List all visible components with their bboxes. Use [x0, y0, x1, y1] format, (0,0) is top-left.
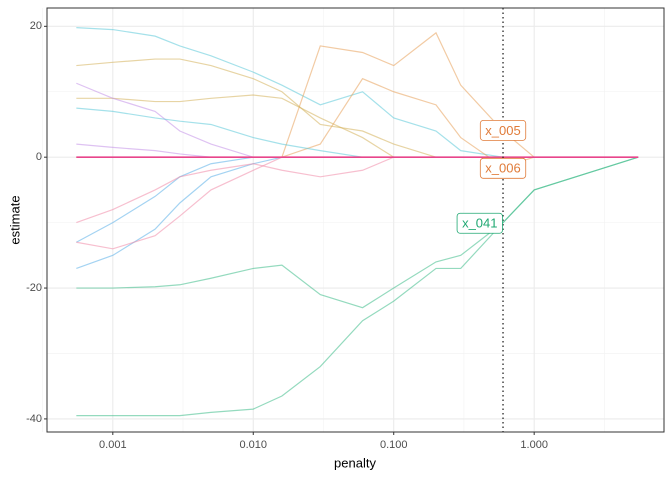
series-line: [76, 27, 639, 158]
annotation: x_006: [479, 157, 527, 179]
annotation: x_005: [479, 119, 527, 141]
annotation-label: x_006: [485, 161, 520, 176]
annotation: x_041: [456, 212, 503, 234]
x-tick-label: 0.001: [99, 439, 127, 451]
series-line: [76, 82, 639, 158]
series-line: [76, 156, 639, 243]
series-line: [76, 156, 639, 224]
series-line: [76, 94, 639, 158]
panel-border: [46, 7, 665, 433]
y-axis-title: estimate: [7, 195, 22, 244]
annotation-box: [479, 157, 527, 179]
series-line: [76, 156, 639, 417]
series-line: [76, 156, 639, 309]
annotation-box: [479, 119, 527, 141]
x-axis-title: penalty: [334, 455, 376, 470]
series-line: [76, 143, 639, 158]
x-tick-label: 0.010: [239, 439, 267, 451]
x-tick-label: 0.100: [380, 439, 408, 451]
x-tick-label: 1.000: [520, 439, 548, 451]
y-tick-label: -40: [26, 413, 42, 425]
annotation-label: x_005: [485, 123, 520, 138]
annotation-box: [456, 212, 503, 234]
annotation-label: x_041: [462, 216, 497, 231]
series-line: [76, 156, 639, 269]
y-tick-label: -20: [26, 282, 42, 294]
series-line: [76, 58, 639, 158]
series-line: [76, 31, 639, 158]
y-tick-label: 20: [30, 20, 42, 32]
y-tick-label: 0: [36, 151, 42, 163]
